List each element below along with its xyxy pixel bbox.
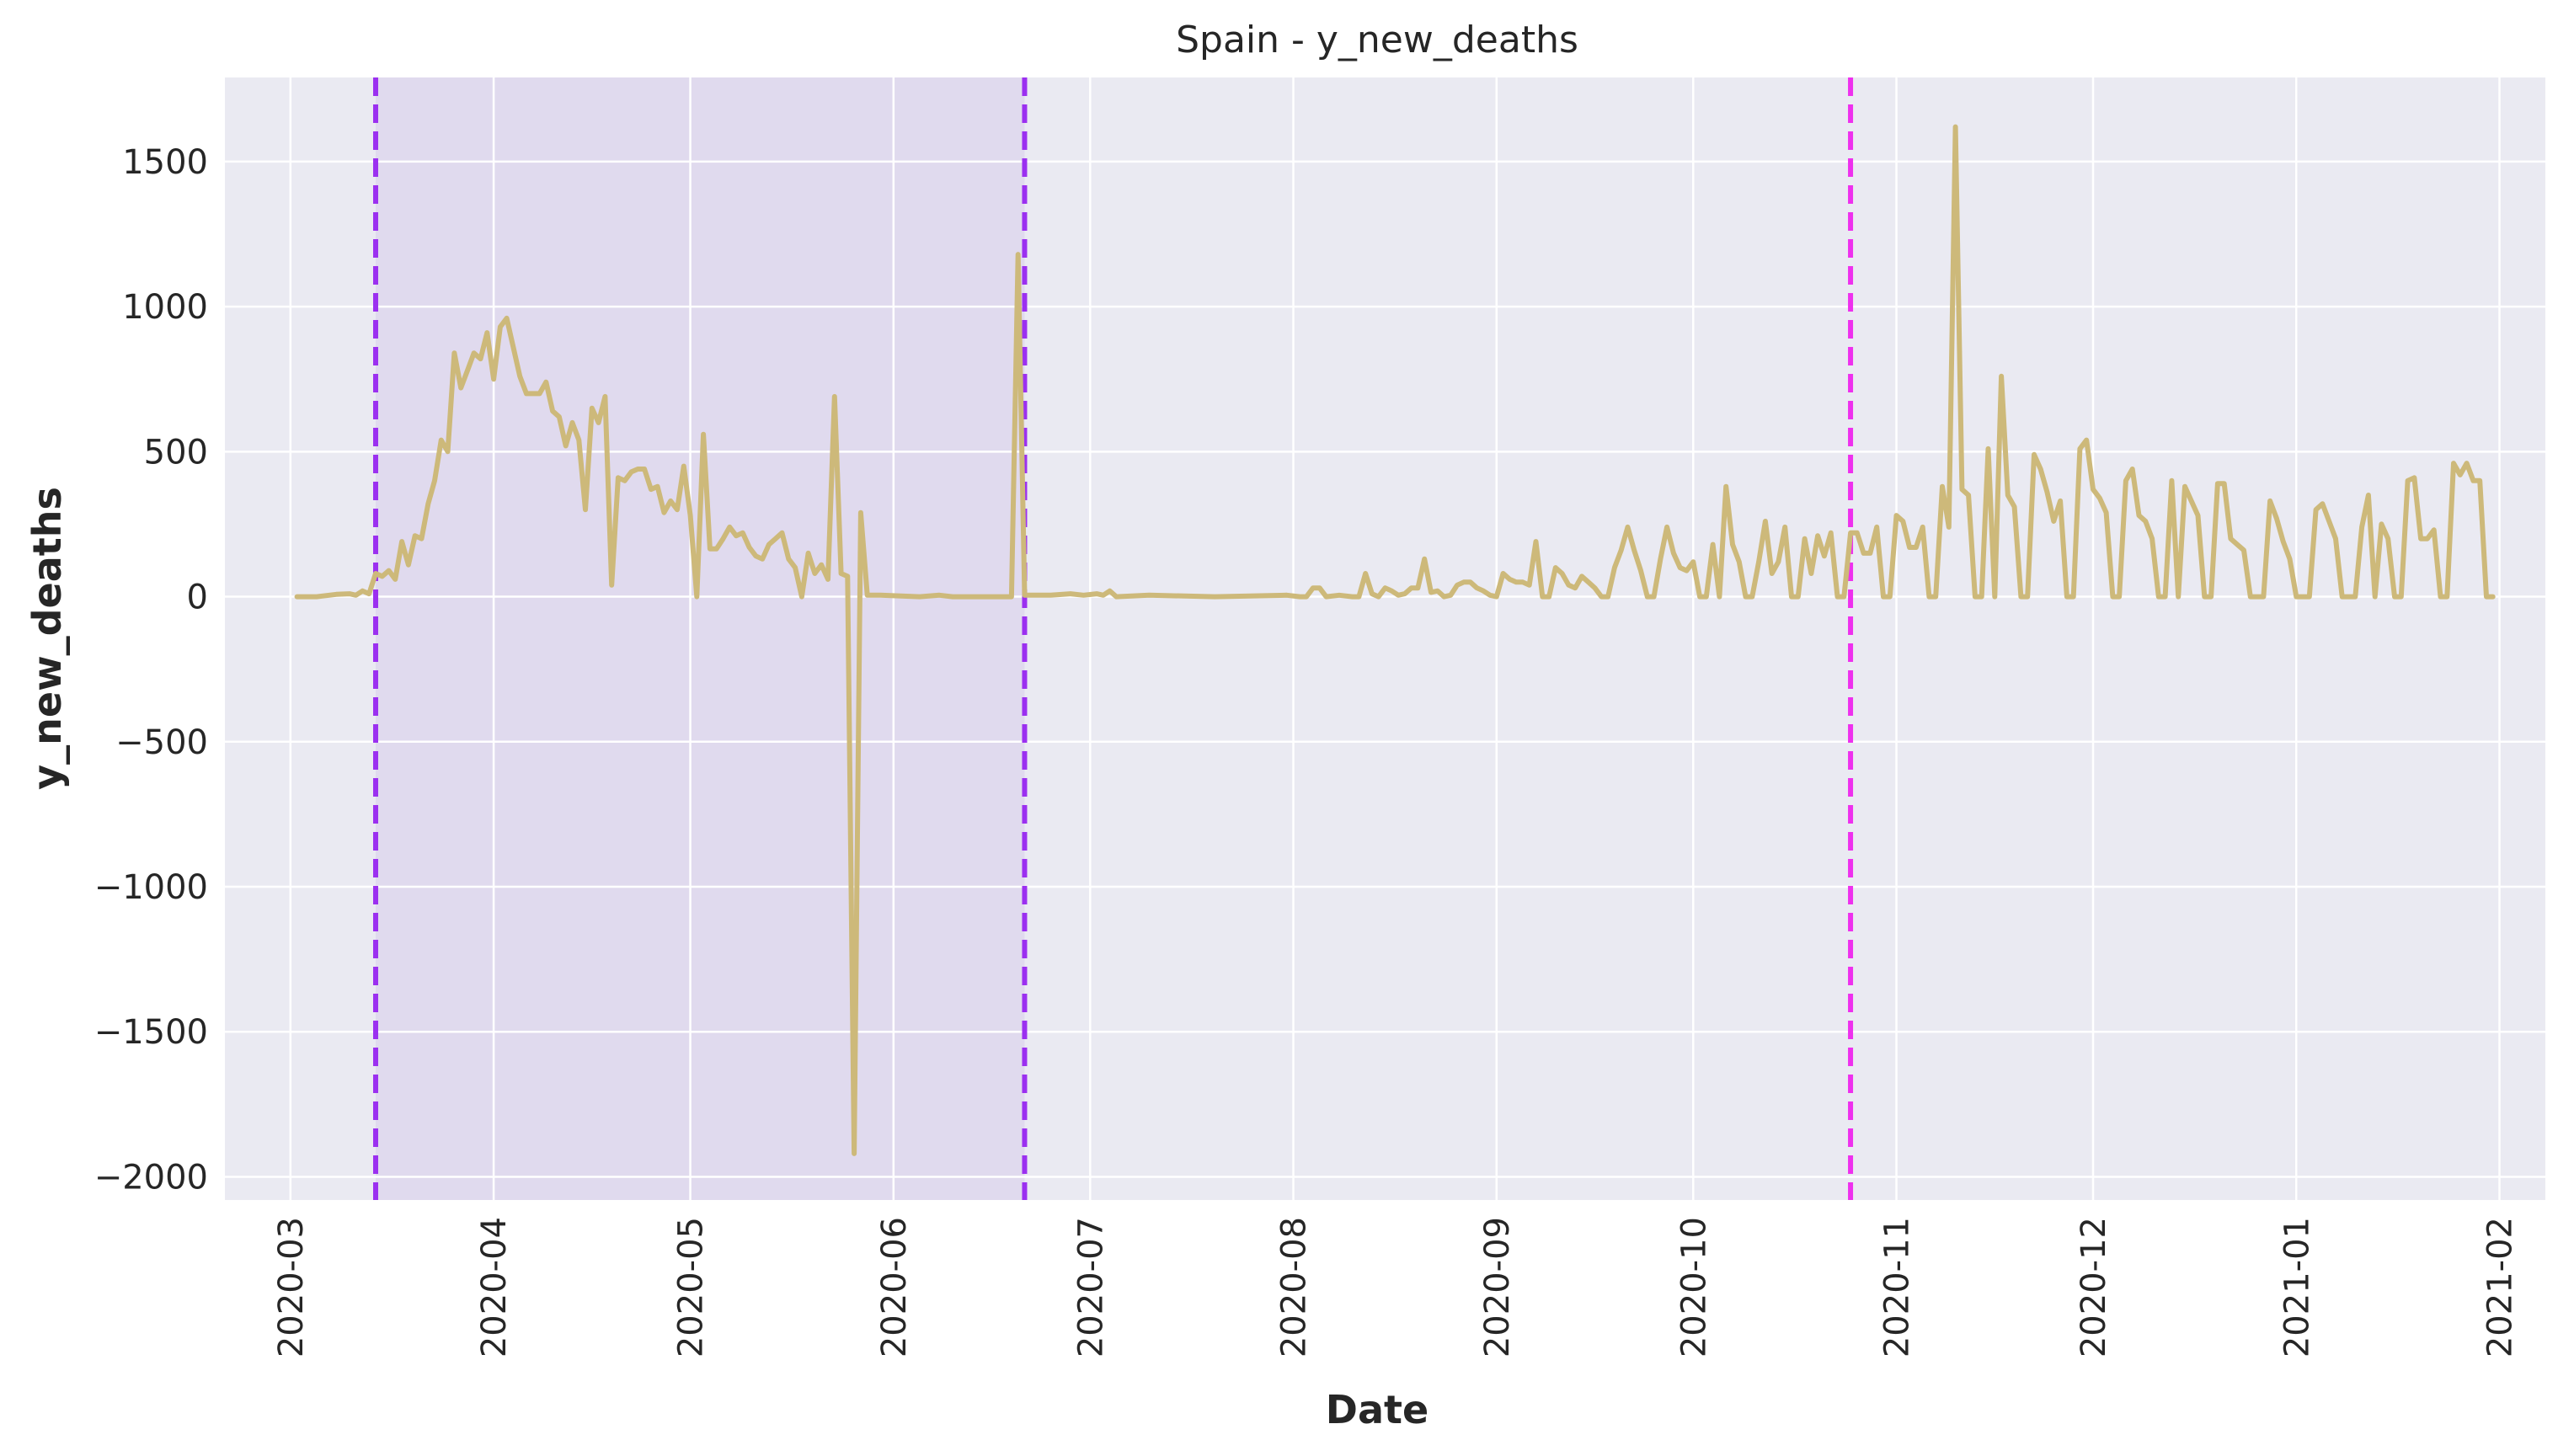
y-tick-label: −500 — [115, 723, 208, 762]
tick-labels: −2000 −1500 −1000 −500 0 500 1000 1500 2020-03 20… — [94, 143, 2520, 1357]
x-axis-title: Date — [1326, 1387, 1429, 1432]
x-tick-label: 2021-01 — [2278, 1217, 2316, 1357]
y-tick-label: −1000 — [94, 868, 208, 907]
x-tick-label: 2020-12 — [2075, 1217, 2113, 1357]
y-tick-label: 1000 — [122, 288, 208, 327]
x-tick-label: 2020-03 — [272, 1217, 311, 1357]
plot-background — [225, 77, 2545, 1200]
y-tick-label: −2000 — [94, 1158, 208, 1197]
y-tick-label: 1500 — [122, 143, 208, 182]
y-tick-label: 500 — [144, 433, 208, 472]
chart-title: Spain - y_new_deaths — [1176, 19, 1578, 61]
x-tick-label: 2020-08 — [1275, 1217, 1314, 1357]
shaded-region — [375, 77, 1025, 1200]
x-tick-label: 2020-11 — [1878, 1217, 1917, 1357]
x-tick-label: 2020-07 — [1071, 1217, 1110, 1357]
x-tick-label: 2020-05 — [672, 1217, 711, 1357]
x-tick-label: 2020-06 — [875, 1217, 914, 1357]
x-tick-label: 2020-04 — [475, 1217, 514, 1357]
y-axis-title: y_new_deaths — [24, 487, 70, 790]
x-tick-label: 2020-10 — [1674, 1217, 1713, 1357]
y-tick-label: −1500 — [94, 1013, 208, 1052]
y-tick-label: 0 — [187, 579, 208, 617]
series-line — [294, 124, 2496, 1156]
x-tick-label: 2021-02 — [2481, 1217, 2520, 1357]
x-tick-label: 2020-09 — [1478, 1217, 1517, 1357]
